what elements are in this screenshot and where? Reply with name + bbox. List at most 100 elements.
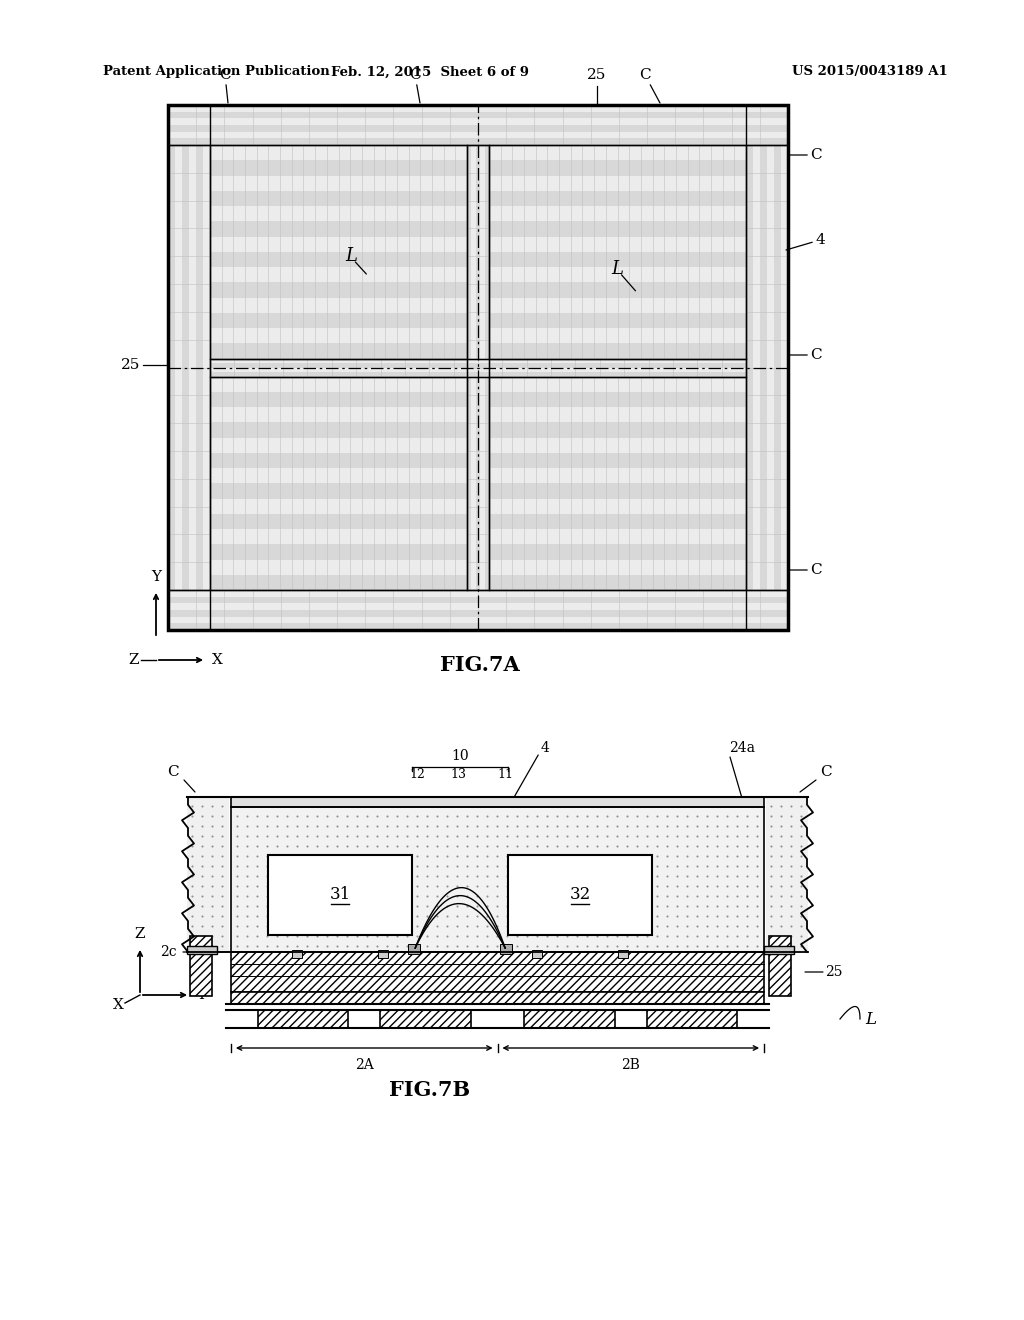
Bar — [187, 946, 217, 954]
Bar — [210, 267, 467, 282]
Text: US 2015/0043189 A1: US 2015/0043189 A1 — [793, 66, 948, 78]
Bar — [210, 359, 746, 363]
Bar — [489, 483, 746, 499]
Bar — [489, 453, 746, 469]
Bar — [489, 206, 746, 222]
Bar — [489, 376, 746, 392]
Bar — [618, 950, 629, 958]
Bar — [210, 343, 467, 359]
Text: C: C — [639, 69, 660, 103]
Text: 25: 25 — [121, 358, 140, 372]
Bar — [231, 797, 764, 807]
Bar — [508, 855, 652, 935]
Bar — [168, 597, 788, 603]
Bar — [231, 952, 764, 993]
Bar — [489, 544, 746, 560]
Bar — [774, 145, 781, 590]
Bar — [766, 797, 808, 952]
Bar — [210, 437, 467, 453]
Bar — [190, 936, 212, 997]
Bar — [489, 297, 746, 313]
Bar — [210, 236, 467, 252]
Bar — [210, 145, 467, 160]
Bar — [210, 206, 467, 222]
Text: 10: 10 — [452, 748, 469, 763]
Bar — [489, 160, 746, 176]
Bar — [409, 944, 420, 954]
Bar — [292, 950, 302, 958]
Text: 4: 4 — [541, 741, 549, 755]
Bar — [210, 560, 467, 574]
Bar — [467, 145, 489, 590]
Bar — [489, 176, 746, 191]
Bar — [231, 993, 764, 1005]
Text: Z: Z — [135, 927, 145, 941]
Bar — [489, 422, 746, 437]
Text: Z: Z — [129, 653, 139, 667]
Text: 2A: 2A — [355, 1059, 374, 1072]
Bar — [168, 603, 788, 610]
Text: C: C — [167, 766, 179, 779]
Bar — [379, 950, 388, 958]
Bar — [210, 191, 467, 206]
Bar — [210, 222, 467, 236]
Bar — [480, 145, 484, 590]
Bar — [210, 145, 467, 359]
Bar — [210, 327, 467, 343]
Bar — [268, 855, 413, 935]
Text: X: X — [212, 653, 223, 667]
Bar — [210, 160, 467, 176]
Bar — [210, 574, 467, 590]
Bar — [489, 529, 746, 544]
Bar — [210, 363, 746, 367]
Bar — [753, 145, 760, 590]
Bar — [168, 590, 788, 597]
Bar — [187, 797, 229, 952]
Bar — [489, 437, 746, 453]
Bar — [210, 469, 467, 483]
Bar — [524, 1010, 614, 1028]
Text: 31: 31 — [330, 886, 351, 903]
Text: Y: Y — [151, 570, 161, 583]
Bar — [489, 191, 746, 206]
Bar — [489, 222, 746, 236]
Bar — [168, 145, 175, 590]
Bar — [746, 145, 788, 590]
Text: L: L — [865, 1011, 876, 1027]
Bar — [210, 483, 467, 499]
Text: 2c: 2c — [161, 945, 177, 960]
Bar — [210, 453, 467, 469]
Text: C: C — [410, 69, 421, 103]
Bar — [500, 944, 512, 954]
Bar — [489, 252, 746, 267]
Bar — [168, 145, 210, 590]
Bar — [210, 252, 467, 267]
Bar — [210, 376, 467, 392]
Bar — [489, 282, 746, 297]
Bar — [168, 610, 788, 616]
Bar — [489, 145, 746, 160]
Bar — [489, 267, 746, 282]
Text: 2B: 2B — [622, 1059, 640, 1072]
Bar — [489, 513, 746, 529]
Bar — [231, 807, 764, 952]
Bar — [168, 616, 788, 623]
Text: L: L — [611, 260, 624, 277]
Text: L: L — [345, 247, 357, 265]
Bar — [182, 145, 189, 590]
Bar — [210, 176, 467, 191]
Text: 25: 25 — [588, 69, 606, 82]
Bar — [210, 513, 467, 529]
Text: 12: 12 — [410, 768, 426, 781]
Text: FIG.7B: FIG.7B — [389, 1080, 471, 1100]
Bar — [769, 936, 791, 997]
Bar — [760, 145, 767, 590]
Text: 11: 11 — [498, 768, 513, 781]
Bar — [380, 1010, 471, 1028]
Bar — [489, 469, 746, 483]
Bar — [210, 282, 467, 297]
Bar — [210, 372, 746, 376]
Bar — [210, 376, 467, 590]
Text: FIG.7A: FIG.7A — [440, 655, 520, 675]
Bar — [168, 119, 788, 125]
